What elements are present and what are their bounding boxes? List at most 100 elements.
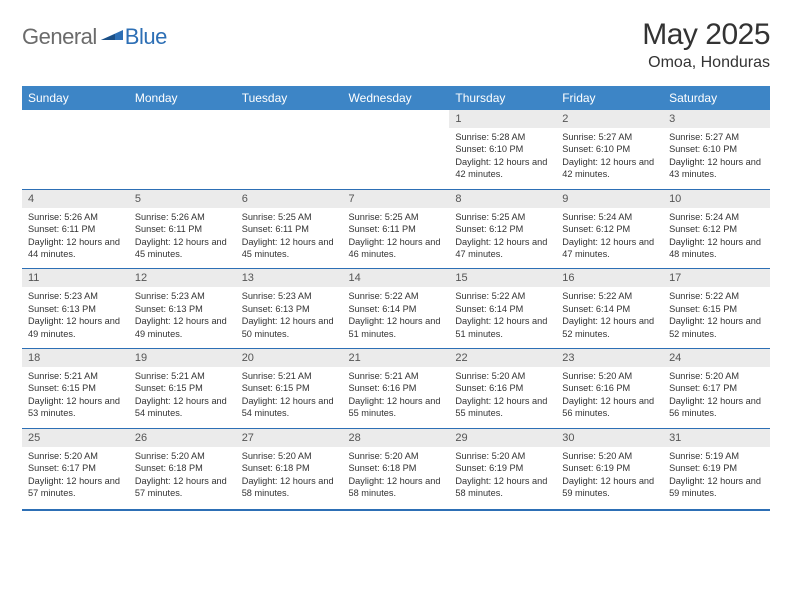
day-number: 14 (343, 269, 450, 287)
calendar-day-cell: 29Sunrise: 5:20 AMSunset: 6:19 PMDayligh… (449, 428, 556, 507)
day-details: Sunrise: 5:20 AMSunset: 6:16 PMDaylight:… (556, 367, 663, 428)
calendar-day-cell: 25Sunrise: 5:20 AMSunset: 6:17 PMDayligh… (22, 428, 129, 507)
day-details: Sunrise: 5:25 AMSunset: 6:12 PMDaylight:… (449, 208, 556, 269)
day-number: 5 (129, 190, 236, 208)
weekday-header: Saturday (663, 86, 770, 110)
day-number: 28 (343, 429, 450, 447)
bottom-divider (22, 509, 770, 511)
day-number: 3 (663, 110, 770, 128)
brand-logo: General Blue (22, 24, 167, 50)
calendar-day-cell: 31Sunrise: 5:19 AMSunset: 6:19 PMDayligh… (663, 428, 770, 507)
day-number: 21 (343, 349, 450, 367)
calendar-day-cell: 13Sunrise: 5:23 AMSunset: 6:13 PMDayligh… (236, 269, 343, 349)
day-number: 10 (663, 190, 770, 208)
calendar-day-cell: 10Sunrise: 5:24 AMSunset: 6:12 PMDayligh… (663, 189, 770, 269)
calendar-day-cell: 27Sunrise: 5:20 AMSunset: 6:18 PMDayligh… (236, 428, 343, 507)
calendar-day-cell: . (343, 110, 450, 189)
day-number: 16 (556, 269, 663, 287)
calendar-header-row: SundayMondayTuesdayWednesdayThursdayFrid… (22, 86, 770, 110)
day-details: Sunrise: 5:21 AMSunset: 6:15 PMDaylight:… (22, 367, 129, 428)
day-details: Sunrise: 5:27 AMSunset: 6:10 PMDaylight:… (556, 128, 663, 189)
day-number: 22 (449, 349, 556, 367)
day-number: 13 (236, 269, 343, 287)
day-details: Sunrise: 5:22 AMSunset: 6:14 PMDaylight:… (343, 287, 450, 348)
day-details: Sunrise: 5:20 AMSunset: 6:19 PMDaylight:… (556, 447, 663, 508)
calendar-day-cell: 28Sunrise: 5:20 AMSunset: 6:18 PMDayligh… (343, 428, 450, 507)
day-details: Sunrise: 5:24 AMSunset: 6:12 PMDaylight:… (663, 208, 770, 269)
calendar-day-cell: 20Sunrise: 5:21 AMSunset: 6:15 PMDayligh… (236, 349, 343, 429)
calendar-body: . . . . 1Sunrise: 5:28 AMSunset: 6:10 PM… (22, 110, 770, 507)
day-number: 25 (22, 429, 129, 447)
day-details: Sunrise: 5:28 AMSunset: 6:10 PMDaylight:… (449, 128, 556, 189)
day-number: 2 (556, 110, 663, 128)
day-number: 27 (236, 429, 343, 447)
calendar-day-cell: 22Sunrise: 5:20 AMSunset: 6:16 PMDayligh… (449, 349, 556, 429)
calendar-day-cell: 30Sunrise: 5:20 AMSunset: 6:19 PMDayligh… (556, 428, 663, 507)
day-number: 19 (129, 349, 236, 367)
weekday-header: Monday (129, 86, 236, 110)
calendar-week-row: 18Sunrise: 5:21 AMSunset: 6:15 PMDayligh… (22, 349, 770, 429)
day-number: 7 (343, 190, 450, 208)
day-details: Sunrise: 5:27 AMSunset: 6:10 PMDaylight:… (663, 128, 770, 189)
location-label: Omoa, Honduras (642, 54, 770, 72)
calendar-day-cell: 7Sunrise: 5:25 AMSunset: 6:11 PMDaylight… (343, 189, 450, 269)
day-details: Sunrise: 5:23 AMSunset: 6:13 PMDaylight:… (236, 287, 343, 348)
calendar-day-cell: 15Sunrise: 5:22 AMSunset: 6:14 PMDayligh… (449, 269, 556, 349)
day-number: 11 (22, 269, 129, 287)
day-number: 20 (236, 349, 343, 367)
weekday-header: Sunday (22, 86, 129, 110)
calendar-day-cell: 24Sunrise: 5:20 AMSunset: 6:17 PMDayligh… (663, 349, 770, 429)
calendar-day-cell: 19Sunrise: 5:21 AMSunset: 6:15 PMDayligh… (129, 349, 236, 429)
day-details: Sunrise: 5:22 AMSunset: 6:14 PMDaylight:… (556, 287, 663, 348)
day-number: 24 (663, 349, 770, 367)
day-number: 17 (663, 269, 770, 287)
day-details: Sunrise: 5:26 AMSunset: 6:11 PMDaylight:… (129, 208, 236, 269)
month-title: May 2025 (642, 18, 770, 52)
day-details: Sunrise: 5:19 AMSunset: 6:19 PMDaylight:… (663, 447, 770, 508)
day-details: Sunrise: 5:23 AMSunset: 6:13 PMDaylight:… (22, 287, 129, 348)
day-details: Sunrise: 5:20 AMSunset: 6:16 PMDaylight:… (449, 367, 556, 428)
calendar-day-cell: 16Sunrise: 5:22 AMSunset: 6:14 PMDayligh… (556, 269, 663, 349)
calendar-day-cell: 14Sunrise: 5:22 AMSunset: 6:14 PMDayligh… (343, 269, 450, 349)
day-details: Sunrise: 5:21 AMSunset: 6:16 PMDaylight:… (343, 367, 450, 428)
day-number: 9 (556, 190, 663, 208)
weekday-header: Friday (556, 86, 663, 110)
brand-part1: General (22, 24, 97, 50)
calendar-day-cell: 18Sunrise: 5:21 AMSunset: 6:15 PMDayligh… (22, 349, 129, 429)
weekday-header: Wednesday (343, 86, 450, 110)
calendar-day-cell: 23Sunrise: 5:20 AMSunset: 6:16 PMDayligh… (556, 349, 663, 429)
weekday-header: Tuesday (236, 86, 343, 110)
day-details: Sunrise: 5:26 AMSunset: 6:11 PMDaylight:… (22, 208, 129, 269)
flag-icon (101, 26, 123, 49)
calendar-day-cell: . (236, 110, 343, 189)
day-details: Sunrise: 5:25 AMSunset: 6:11 PMDaylight:… (343, 208, 450, 269)
day-details: Sunrise: 5:20 AMSunset: 6:19 PMDaylight:… (449, 447, 556, 508)
calendar-table: SundayMondayTuesdayWednesdayThursdayFrid… (22, 86, 770, 507)
day-number: 15 (449, 269, 556, 287)
title-block: May 2025 Omoa, Honduras (642, 18, 770, 72)
calendar-day-cell: 2Sunrise: 5:27 AMSunset: 6:10 PMDaylight… (556, 110, 663, 189)
calendar-day-cell: 21Sunrise: 5:21 AMSunset: 6:16 PMDayligh… (343, 349, 450, 429)
day-details: Sunrise: 5:22 AMSunset: 6:15 PMDaylight:… (663, 287, 770, 348)
day-number: 23 (556, 349, 663, 367)
day-details: Sunrise: 5:22 AMSunset: 6:14 PMDaylight:… (449, 287, 556, 348)
brand-part2: Blue (125, 24, 167, 50)
day-details: Sunrise: 5:20 AMSunset: 6:17 PMDaylight:… (22, 447, 129, 508)
calendar-day-cell: 26Sunrise: 5:20 AMSunset: 6:18 PMDayligh… (129, 428, 236, 507)
calendar-day-cell: 3Sunrise: 5:27 AMSunset: 6:10 PMDaylight… (663, 110, 770, 189)
day-number: 4 (22, 190, 129, 208)
calendar-week-row: 4Sunrise: 5:26 AMSunset: 6:11 PMDaylight… (22, 189, 770, 269)
calendar-day-cell: . (22, 110, 129, 189)
day-details: Sunrise: 5:20 AMSunset: 6:18 PMDaylight:… (236, 447, 343, 508)
day-number: 30 (556, 429, 663, 447)
day-number: 6 (236, 190, 343, 208)
day-number: 8 (449, 190, 556, 208)
page-header: General Blue May 2025 Omoa, Honduras (22, 18, 770, 72)
calendar-week-row: . . . . 1Sunrise: 5:28 AMSunset: 6:10 PM… (22, 110, 770, 189)
day-details: Sunrise: 5:21 AMSunset: 6:15 PMDaylight:… (236, 367, 343, 428)
day-number: 18 (22, 349, 129, 367)
calendar-day-cell: . (129, 110, 236, 189)
calendar-day-cell: 4Sunrise: 5:26 AMSunset: 6:11 PMDaylight… (22, 189, 129, 269)
calendar-day-cell: 8Sunrise: 5:25 AMSunset: 6:12 PMDaylight… (449, 189, 556, 269)
day-details: Sunrise: 5:20 AMSunset: 6:18 PMDaylight:… (343, 447, 450, 508)
